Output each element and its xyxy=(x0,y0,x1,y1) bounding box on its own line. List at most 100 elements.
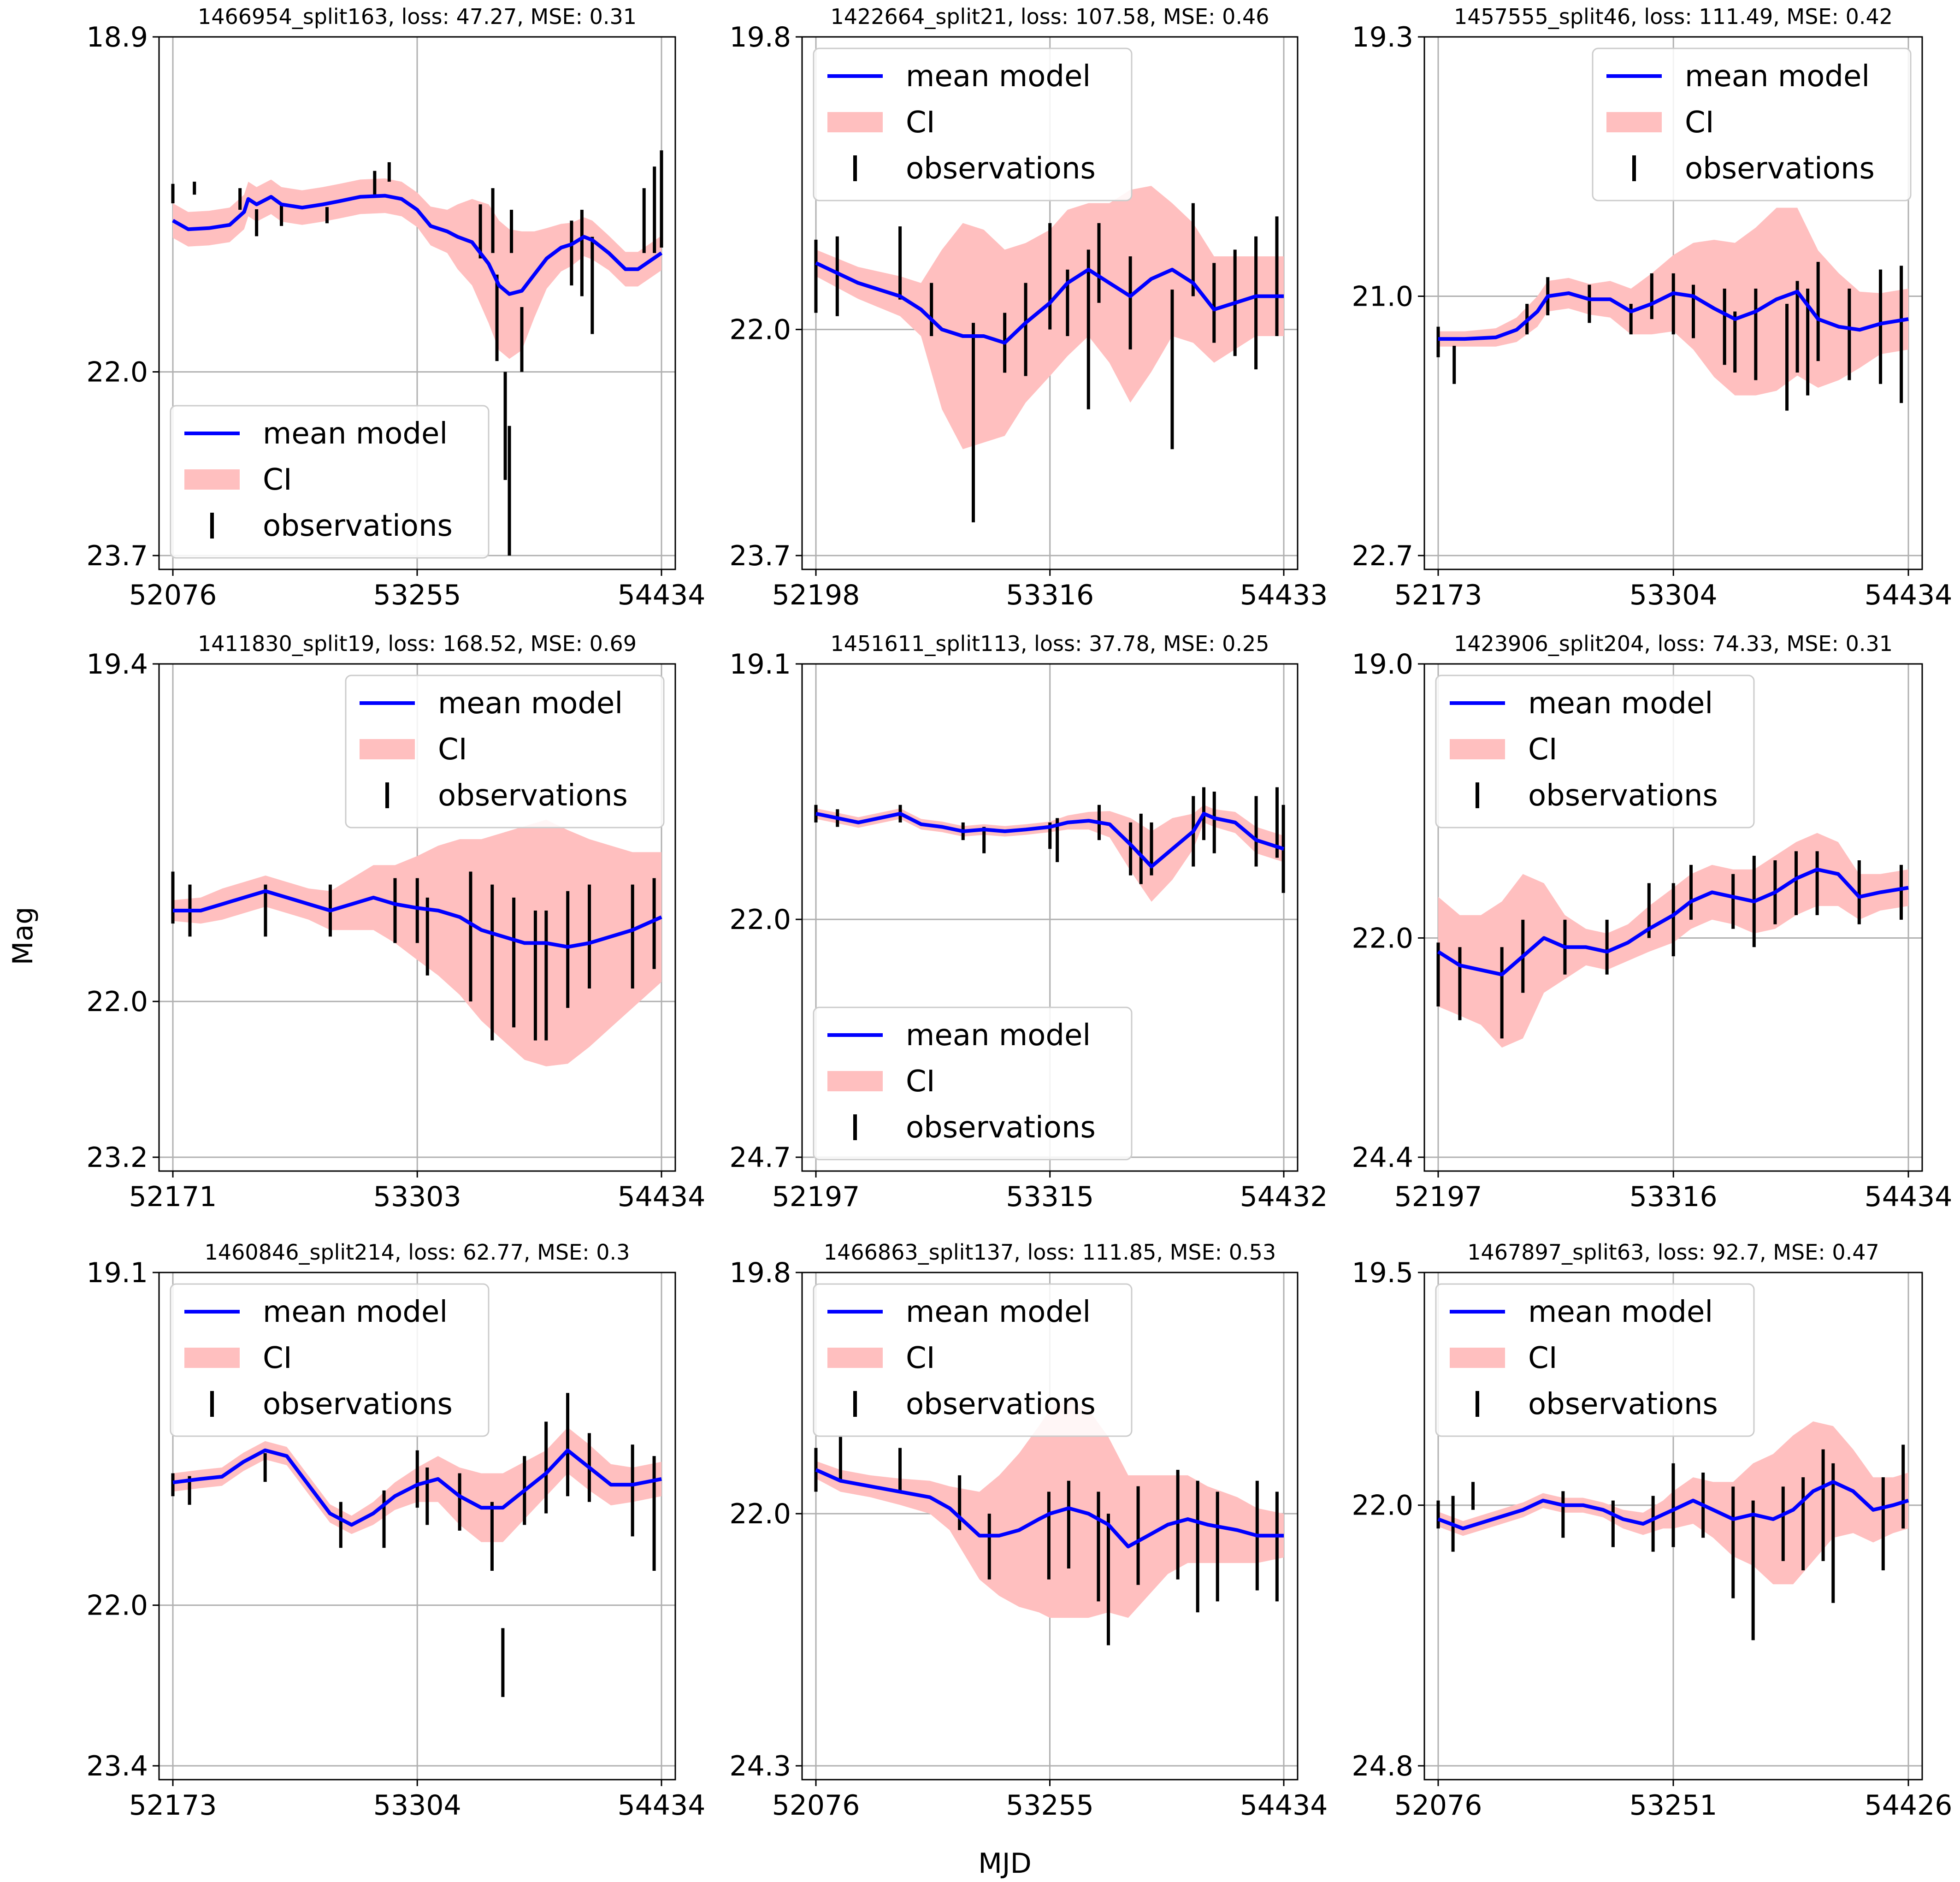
y-tick-label-2: 22.0 xyxy=(729,904,791,936)
plot-area xyxy=(1424,1272,1922,1780)
panel-title: 1411830_split19, loss: 168.52, MSE: 0.69 xyxy=(198,631,637,656)
x-tick-label-3: 54434 xyxy=(618,1181,706,1213)
x-tick-label-1: 52197 xyxy=(1394,1181,1482,1213)
panel-title: 1460846_split214, loss: 62.77, MSE: 0.3 xyxy=(205,1240,630,1265)
y-tick-label-3: 23.7 xyxy=(86,540,148,572)
legend-label-observations: observations xyxy=(438,779,628,813)
x-tick-label-1: 52076 xyxy=(1394,1789,1482,1822)
legend-label-observations: observations xyxy=(906,1387,1096,1421)
legend-label-observations: observations xyxy=(1528,1387,1718,1421)
legend-label-mean-model: mean model xyxy=(906,1295,1091,1329)
plot-area xyxy=(1424,37,1922,569)
legend-label-mean-model: mean model xyxy=(438,687,623,721)
figure-x-label: MJD xyxy=(978,1847,1032,1880)
legend-label-ci: CI xyxy=(263,1341,292,1375)
y-tick-label-2: 22.0 xyxy=(86,1590,148,1622)
y-tick-label-3: 22.7 xyxy=(1352,540,1413,572)
mean-model-line xyxy=(173,889,662,949)
mean-model-line xyxy=(1438,290,1909,341)
mean-model-line xyxy=(172,194,663,296)
x-tick-label-1: 52171 xyxy=(129,1181,217,1213)
panel-title: 1422664_split21, loss: 107.58, MSE: 0.46 xyxy=(830,4,1269,29)
legend-frame xyxy=(1592,47,1912,201)
y-tick-label-3: 23.2 xyxy=(86,1142,148,1174)
panel-7: 1460846_split214, loss: 62.77, MSE: 0.3 5… xyxy=(86,1240,705,1822)
y-tick-label-2: 21.0 xyxy=(1352,281,1413,313)
y-tick-label-1: 19.5 xyxy=(1352,1257,1413,1289)
x-tick-label-3: 54434 xyxy=(1865,1181,1953,1213)
ci-band xyxy=(173,819,661,1066)
panels-container: 1466954_split163, loss: 47.27, MSE: 0.31… xyxy=(86,4,1952,1822)
legend-label-ci: CI xyxy=(1528,733,1558,767)
legend-frame xyxy=(170,405,490,559)
legend-frame xyxy=(1435,1283,1755,1437)
legend-label-observations: observations xyxy=(906,1111,1096,1145)
legend-ci-swatch xyxy=(184,1348,240,1368)
x-tick-label-2: 53304 xyxy=(373,1789,461,1822)
mean-model-line xyxy=(1437,867,1909,977)
legend: mean model CI observations xyxy=(1435,675,1755,829)
legend-label-mean-model: mean model xyxy=(906,1018,1091,1053)
y-tick-label-2: 22.0 xyxy=(86,986,148,1018)
y-tick-label-3: 23.4 xyxy=(86,1750,148,1782)
panel-title: 1457555_split46, loss: 111.49, MSE: 0.42 xyxy=(1454,4,1893,29)
legend: mean model CI observations xyxy=(813,1006,1133,1160)
x-tick-label-2: 53304 xyxy=(1629,579,1718,611)
y-tick-label-1: 19.1 xyxy=(86,1257,148,1289)
panel-4: 1411830_split19, loss: 168.52, MSE: 0.69… xyxy=(86,631,705,1213)
y-tick-label-2: 22.0 xyxy=(86,356,148,389)
y-tick-label-2: 22.0 xyxy=(729,1498,791,1530)
plot-area xyxy=(159,1272,675,1780)
legend-label-observations: observations xyxy=(906,152,1096,186)
y-tick-label-2: 22.0 xyxy=(1352,1490,1413,1522)
legend-frame xyxy=(170,1283,490,1437)
plot-area xyxy=(1424,664,1922,1171)
legend-label-observations: observations xyxy=(1528,779,1718,813)
x-tick-label-1: 52076 xyxy=(129,579,217,611)
panel-title: 1466863_split137, loss: 111.85, MSE: 0.5… xyxy=(824,1240,1276,1265)
legend-label-mean-model: mean model xyxy=(1528,687,1713,721)
y-tick-label-2: 22.0 xyxy=(1352,922,1413,954)
x-tick-label-2: 53255 xyxy=(373,579,461,611)
legend-ci-swatch xyxy=(1450,1348,1505,1368)
legend-frame xyxy=(813,47,1133,201)
x-tick-label-1: 52173 xyxy=(1394,579,1482,611)
legend-label-ci: CI xyxy=(438,733,467,767)
figure-y-label: Mag xyxy=(7,907,39,965)
plot-area xyxy=(159,664,675,1171)
legend-ci-swatch xyxy=(1450,739,1505,759)
legend-label-observations: observations xyxy=(263,509,453,543)
x-tick-label-2: 53255 xyxy=(1006,1789,1094,1822)
mean-model-line xyxy=(815,261,1284,345)
legend-label-ci: CI xyxy=(906,1341,935,1375)
legend-frame xyxy=(813,1006,1133,1160)
y-tick-label-3: 24.7 xyxy=(729,1142,791,1174)
panel-9: 1467897_split63, loss: 92.7, MSE: 0.47 52… xyxy=(1352,1240,1952,1822)
legend-ci-swatch xyxy=(827,1348,883,1368)
legend-frame xyxy=(813,1283,1133,1437)
x-tick-label-3: 54426 xyxy=(1865,1789,1953,1822)
legend-ci-swatch xyxy=(184,469,240,490)
legend: mean model CI observations xyxy=(813,47,1133,201)
y-tick-label-1: 19.1 xyxy=(729,648,791,681)
panel-6: 1423906_split204, loss: 74.33, MSE: 0.31… xyxy=(1352,631,1952,1213)
legend-label-ci: CI xyxy=(1528,1341,1558,1375)
x-tick-label-3: 54434 xyxy=(1865,579,1953,611)
legend: mean model CI observations xyxy=(170,405,490,559)
panel-5: 1451611_split113, loss: 37.78, MSE: 0.25… xyxy=(729,631,1328,1213)
x-tick-label-3: 54434 xyxy=(1240,1789,1328,1822)
legend-ci-swatch xyxy=(827,112,883,132)
y-tick-label-3: 23.7 xyxy=(729,540,791,572)
ci-band xyxy=(173,178,661,359)
legend-frame xyxy=(345,675,665,829)
y-tick-label-3: 24.4 xyxy=(1352,1142,1413,1174)
legend-ci-swatch xyxy=(827,1071,883,1091)
mean-model-line xyxy=(172,1448,662,1527)
legend-label-mean-model: mean model xyxy=(1528,1295,1713,1329)
x-tick-label-1: 52076 xyxy=(772,1789,860,1822)
legend-label-mean-model: mean model xyxy=(1685,59,1870,94)
ci-band xyxy=(816,805,1284,902)
x-tick-label-2: 53316 xyxy=(1629,1181,1718,1213)
legend-label-observations: observations xyxy=(1685,152,1875,186)
